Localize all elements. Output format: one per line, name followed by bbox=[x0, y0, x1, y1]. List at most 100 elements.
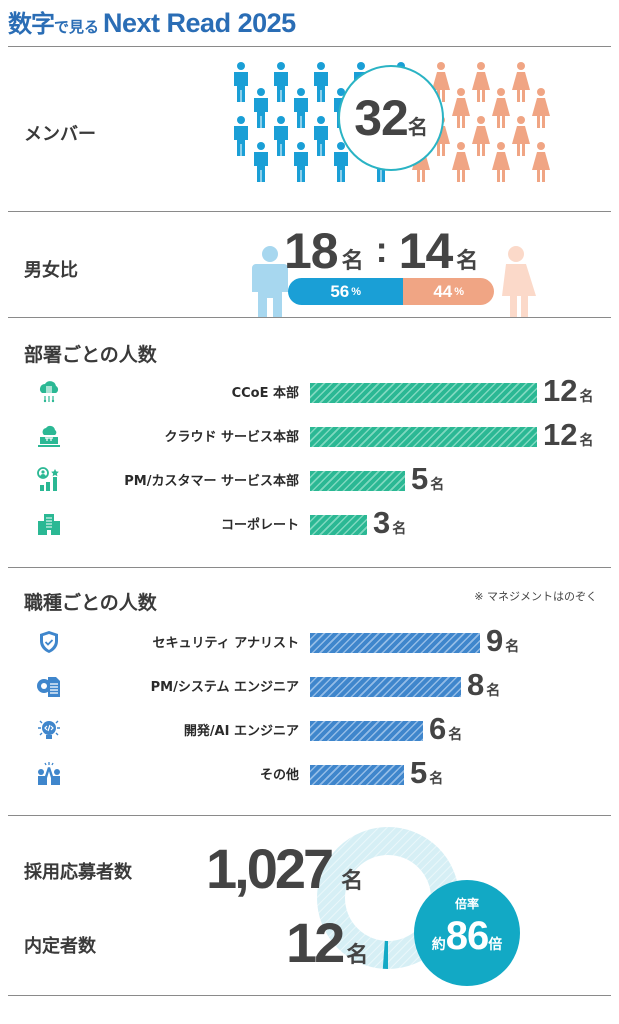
woman-figure-icon bbox=[452, 142, 470, 182]
bar-row: 開発/AI エンジニア 6 名 bbox=[0, 711, 619, 746]
bar bbox=[310, 633, 480, 653]
lightbulb-code-icon bbox=[38, 720, 60, 739]
bar-value-number: 12 bbox=[543, 417, 578, 452]
female-unit: 名 bbox=[456, 249, 479, 274]
female-percent: 44 bbox=[433, 281, 453, 301]
rate-label: 倍率 bbox=[454, 897, 479, 911]
bar-value-number: 8 bbox=[467, 667, 485, 702]
man-figure-icon bbox=[254, 142, 268, 182]
bar bbox=[310, 515, 367, 535]
male-figure-icon bbox=[252, 246, 288, 318]
bar-label: 開発/AI エンジニア bbox=[183, 724, 299, 739]
bar-value-unit: 名 bbox=[430, 477, 445, 493]
man-figure-icon bbox=[294, 88, 308, 128]
rate-badge: 倍率 約 86 倍 bbox=[414, 880, 520, 986]
bar bbox=[310, 383, 537, 403]
man-figure-icon bbox=[314, 62, 328, 102]
bar bbox=[310, 677, 461, 697]
office-building-icon bbox=[38, 514, 60, 535]
rate-value: 86 bbox=[445, 914, 489, 958]
bar-row: CCoE 本部 12 名 bbox=[0, 373, 619, 408]
bar-value-number: 3 bbox=[373, 505, 391, 540]
bar-row: セキュリティ アナリスト 9 名 bbox=[0, 623, 619, 658]
bar-value-unit: 名 bbox=[579, 389, 594, 405]
bar-value-number: 12 bbox=[543, 373, 578, 408]
offers-unit: 名 bbox=[346, 943, 369, 968]
bar bbox=[310, 721, 423, 741]
bar-row: クラウド サービス本部 12 名 bbox=[0, 417, 619, 452]
bar-value-number: 5 bbox=[410, 755, 428, 790]
people-pictogram bbox=[234, 62, 550, 182]
male-unit: 名 bbox=[341, 249, 364, 274]
man-figure-icon bbox=[334, 142, 348, 182]
bar-row: PM/システム エンジニア 8 名 bbox=[0, 667, 619, 702]
woman-figure-icon bbox=[452, 88, 470, 128]
departments-title: 部署ごとの人数 bbox=[24, 344, 157, 366]
members-unit: 名 bbox=[407, 114, 428, 139]
rate-suffix: 倍 bbox=[488, 937, 503, 953]
woman-figure-icon bbox=[512, 116, 530, 156]
roles-title: 職種ごとの人数 bbox=[24, 592, 157, 614]
male-percent: 56 bbox=[330, 281, 350, 301]
bar-label: PM/システム エンジニア bbox=[150, 680, 299, 695]
woman-figure-icon bbox=[432, 62, 450, 102]
bar-value-number: 9 bbox=[486, 623, 504, 658]
bar-value-unit: 名 bbox=[486, 683, 501, 699]
applicants-count: 1,027 bbox=[206, 837, 334, 900]
divider bbox=[8, 567, 611, 568]
divider bbox=[8, 211, 611, 212]
bar-row: その他 5 名 bbox=[0, 755, 619, 790]
male-count: 18 bbox=[284, 223, 339, 279]
bar-value: 12 名 bbox=[543, 417, 593, 453]
rate-value-group: 約 86 倍 bbox=[414, 914, 520, 959]
roles-note: ※ マネジメントはのぞく bbox=[474, 590, 597, 603]
members-total: 32 bbox=[354, 90, 409, 146]
applicants-value: 1,027 名 bbox=[206, 836, 363, 901]
title-en: Next Read 2025 bbox=[103, 8, 296, 38]
man-figure-icon bbox=[314, 116, 328, 156]
members-label: メンバー bbox=[24, 124, 96, 145]
applicants-unit: 名 bbox=[341, 869, 364, 894]
bar-label: PM/カスタマー サービス本部 bbox=[124, 474, 299, 489]
woman-figure-icon bbox=[472, 62, 490, 102]
gear-document-icon bbox=[37, 677, 60, 697]
man-figure-icon bbox=[234, 116, 248, 156]
bar-label: その他 bbox=[259, 768, 299, 783]
female-percent-segment: 44% bbox=[403, 278, 494, 305]
man-figure-icon bbox=[294, 142, 308, 182]
female-figure-icon bbox=[502, 246, 536, 318]
offers-label: 内定者数 bbox=[24, 936, 96, 957]
female-percent-unit: % bbox=[454, 285, 465, 298]
divider bbox=[8, 317, 611, 318]
divider bbox=[8, 46, 611, 47]
man-figure-icon bbox=[274, 116, 288, 156]
woman-figure-icon bbox=[512, 62, 530, 102]
woman-figure-icon bbox=[492, 88, 510, 128]
bar bbox=[310, 765, 404, 785]
divider bbox=[8, 815, 611, 816]
bar bbox=[310, 427, 537, 447]
ratio-separator: : bbox=[375, 229, 388, 270]
cloud-laptop-icon bbox=[38, 425, 60, 447]
man-figure-icon bbox=[274, 62, 288, 102]
title-kanji: 数字 bbox=[8, 10, 55, 38]
offers-value: 12 名 bbox=[286, 910, 368, 975]
bar-value-number: 5 bbox=[411, 461, 429, 496]
gender-percent-bar: 56% 44% bbox=[288, 278, 494, 305]
bar-value-unit: 名 bbox=[392, 521, 407, 537]
woman-figure-icon bbox=[532, 142, 550, 182]
bar-label: CCoE 本部 bbox=[231, 386, 299, 401]
bar-row: PM/カスタマー サービス本部 5 名 bbox=[0, 461, 619, 496]
divider bbox=[8, 995, 611, 996]
applicants-label: 採用応募者数 bbox=[24, 862, 132, 883]
person-chart-star-icon bbox=[37, 467, 59, 491]
bar-label: コーポレート bbox=[220, 518, 299, 533]
man-figure-icon bbox=[254, 88, 268, 128]
rate-prefix: 約 bbox=[431, 937, 446, 953]
woman-figure-icon bbox=[472, 116, 490, 156]
cloud-building-icon bbox=[40, 381, 59, 403]
high-five-icon bbox=[38, 762, 60, 785]
